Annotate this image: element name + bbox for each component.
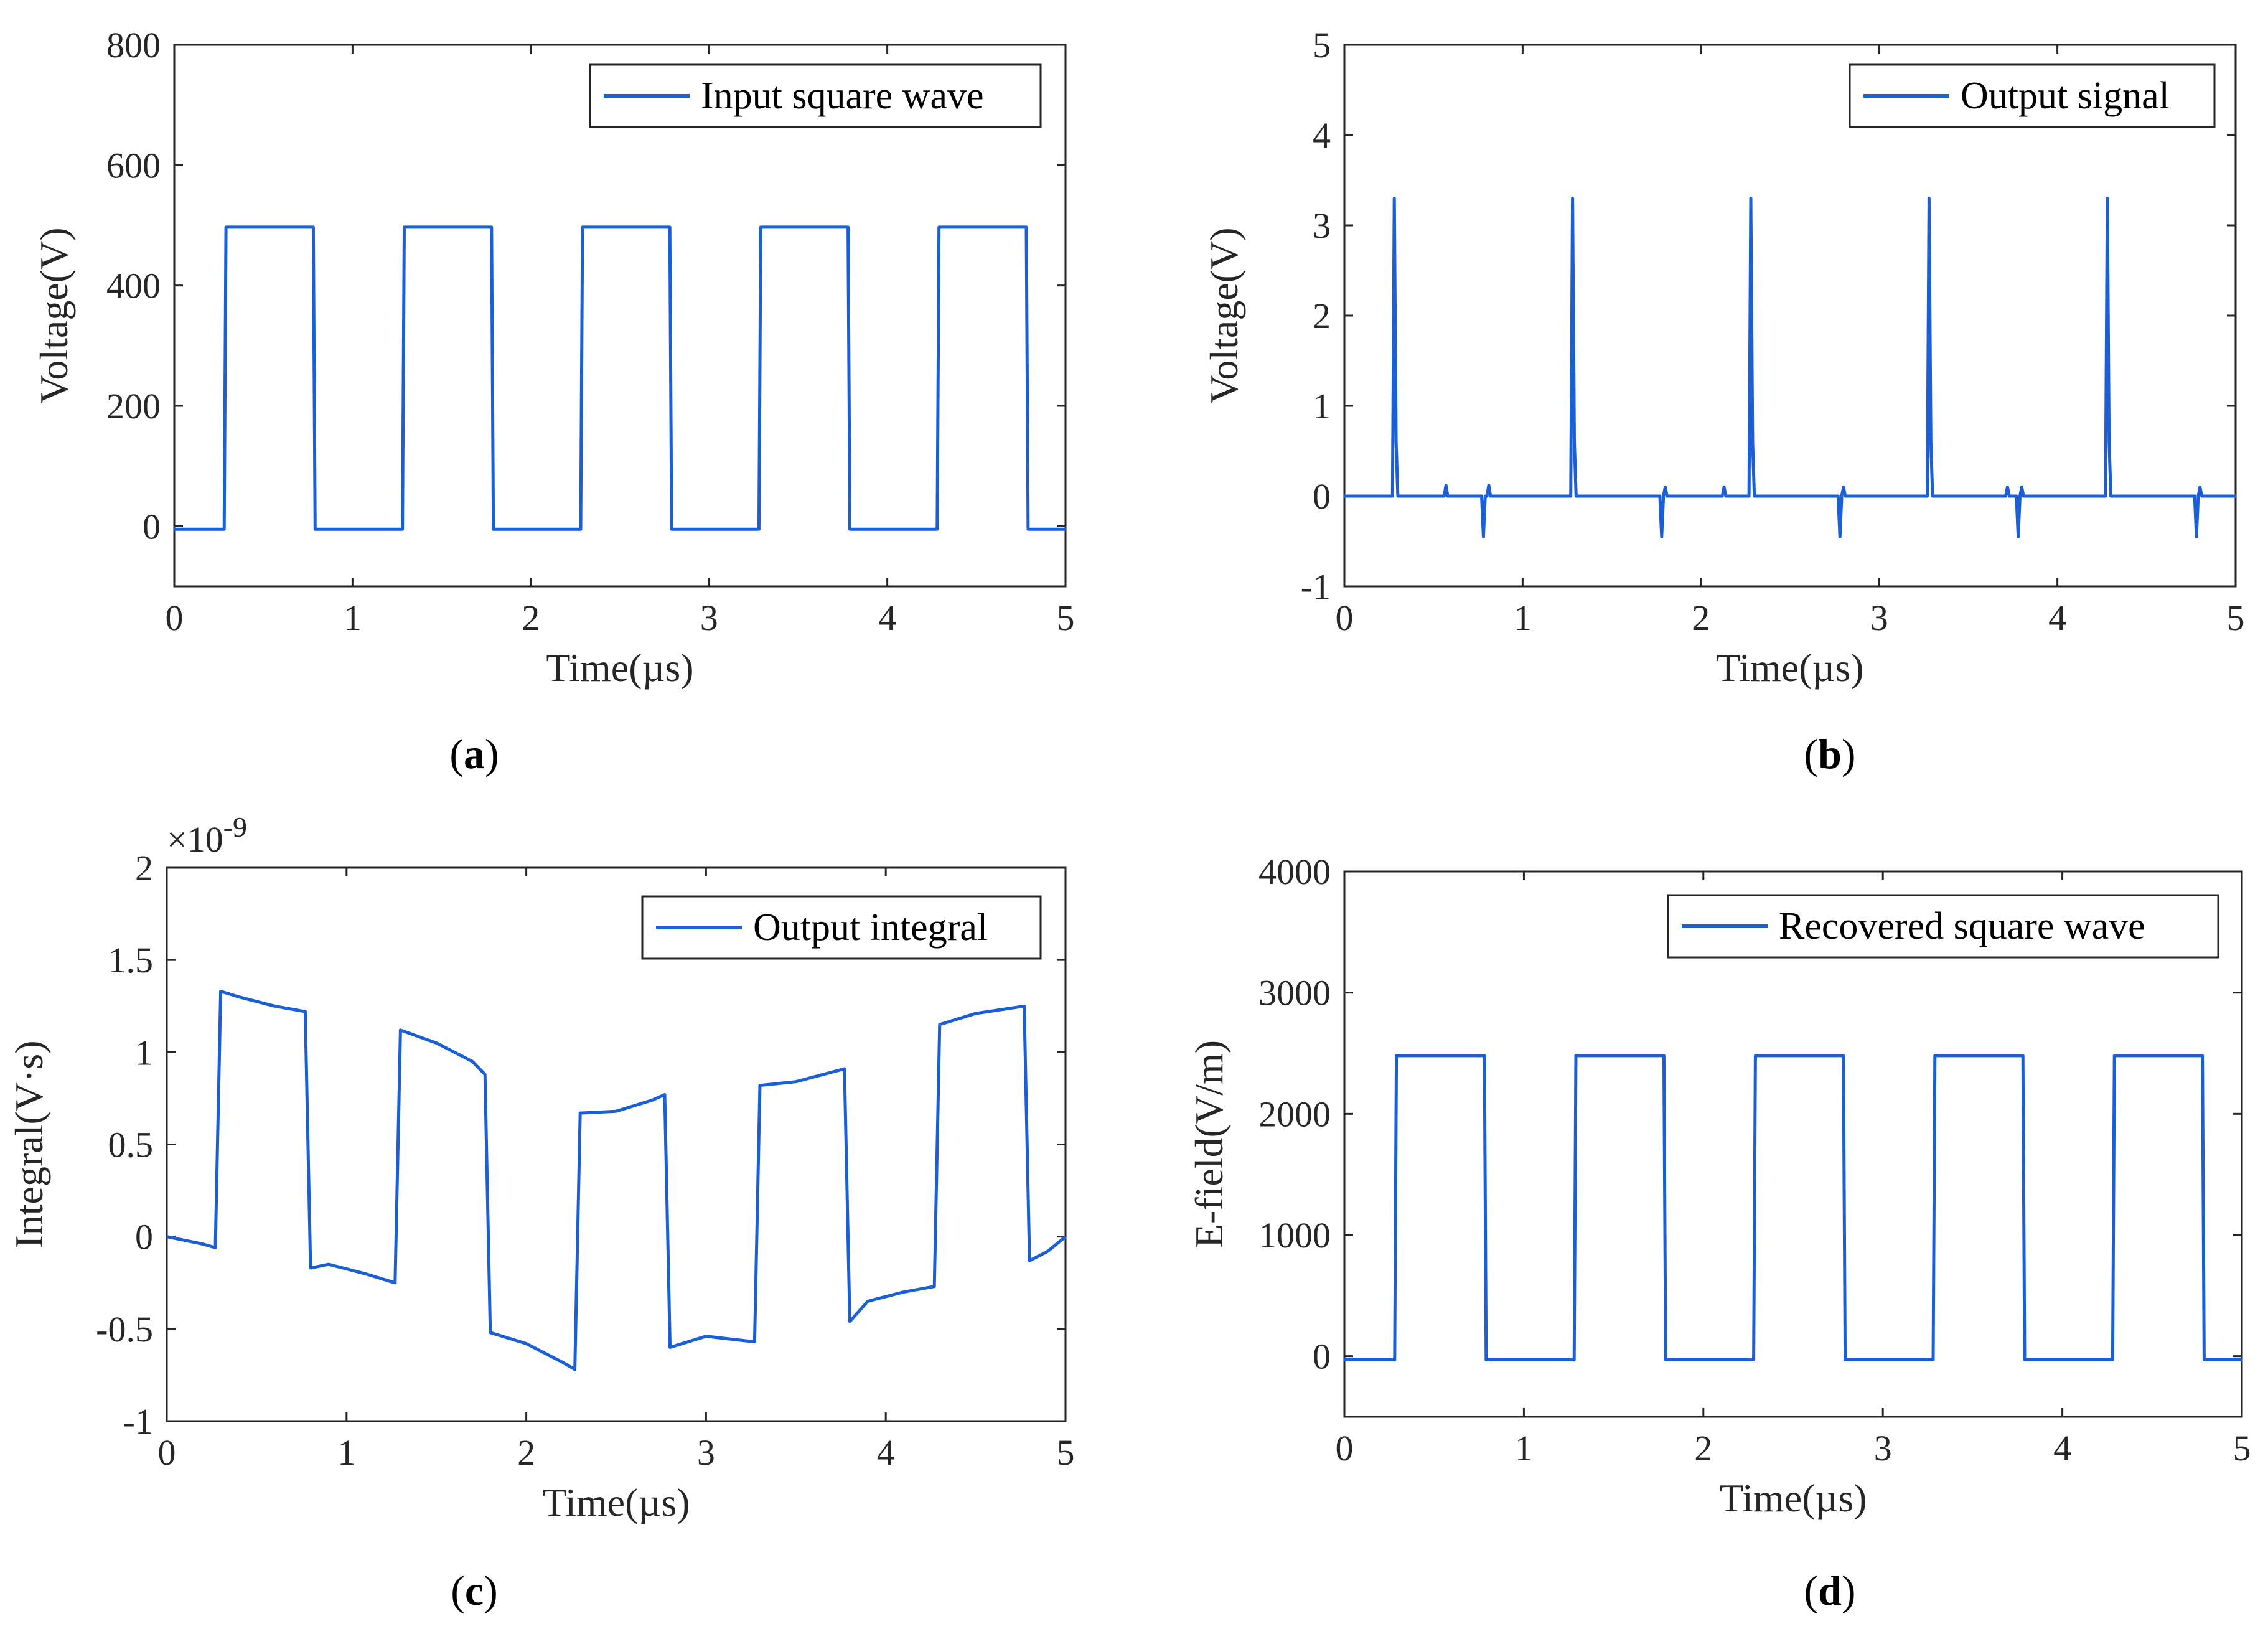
legend: Input square wave	[589, 63, 1042, 128]
x-axis-label: Time(µs)	[542, 1480, 690, 1524]
x-tick-label: 4	[877, 1432, 895, 1473]
y-axis-label: E-field(V/m)	[1187, 1040, 1231, 1248]
y-tick-label: 5	[1313, 25, 1331, 65]
y-tick-label: 2	[1313, 296, 1331, 336]
y-tick-label: 1000	[1258, 1215, 1331, 1256]
chart-panel-c: 0 1 2 3 4 5 -1 -0.5 0 0.5 1 1.5 2 ×10-9 Time(µs) Integr…	[7, 811, 1075, 1524]
y-tick-label: 0	[1313, 1336, 1331, 1377]
caption-letter: a	[464, 730, 485, 777]
y-tick-label: 1.5	[108, 940, 154, 980]
x-tick-label: 1	[1514, 598, 1532, 638]
y-tick-label: 400	[106, 266, 161, 306]
series-line	[1344, 1054, 2242, 1361]
legend-label: Output integral	[753, 906, 988, 949]
chart-panel-d: 0 1 2 3 4 5 0 1000 2000 3000 4000 Time(µs) E-field(V…	[1187, 852, 2251, 1520]
caption-letter: b	[1818, 730, 1842, 777]
panel-caption: (b)	[1804, 730, 1855, 777]
y-tick-label: 3	[1313, 205, 1331, 246]
x-tick-label: 5	[1057, 1432, 1075, 1473]
y-tick-label: 4000	[1258, 852, 1331, 892]
x-tick-label: 1	[344, 598, 362, 638]
y-axis-label: Integral(V·s)	[7, 1040, 51, 1248]
panel-caption: (a)	[449, 730, 499, 777]
y-tick-label: -1	[123, 1401, 153, 1442]
y-tick-label: 4	[1313, 115, 1331, 156]
legend: Output integral	[641, 895, 1042, 960]
caption-letter: d	[1818, 1567, 1842, 1614]
x-tick-label: 0	[1336, 1428, 1354, 1468]
y-tick-label: -1	[1301, 566, 1331, 607]
x-axis-label: Time(µs)	[1716, 646, 1863, 690]
x-tick-label: 2	[522, 598, 540, 638]
y-tick-label: 2	[135, 848, 153, 888]
y-axis-label: Voltage(V)	[1202, 227, 1246, 403]
legend: Output signal	[1849, 63, 2216, 128]
x-tick-label: 0	[158, 1432, 176, 1473]
x-tick-label: 3	[697, 1432, 715, 1473]
y-tick-label: 600	[106, 145, 161, 186]
x-tick-label: 4	[2053, 1428, 2071, 1468]
x-axis-label: Time(µs)	[1719, 1476, 1867, 1520]
panel-caption: (d)	[1804, 1567, 1855, 1614]
y-exponent-label: ×10-9	[167, 811, 247, 860]
x-tick-label: 0	[166, 598, 184, 638]
x-tick-label: 3	[1874, 1428, 1892, 1468]
y-axis-label: Voltage(V)	[32, 227, 76, 403]
legend-label: Recovered square wave	[1779, 905, 2145, 947]
y-tick-label: 200	[106, 386, 161, 426]
x-tick-label: 1	[1515, 1428, 1533, 1468]
plot-frame	[173, 44, 1067, 588]
x-tick-label: 2	[1692, 598, 1710, 638]
x-tick-label: 3	[1870, 598, 1888, 638]
x-tick-label: 3	[700, 598, 718, 638]
x-axis-label: Time(µs)	[546, 646, 693, 690]
caption-paren: )	[485, 730, 499, 777]
y-tick-label: 0.5	[108, 1125, 154, 1165]
chart-panel-a: 0 1 2 3 4 5 0 200 400 600 800 Time(µs) Voltage(V) Inp…	[32, 25, 1075, 690]
caption-paren: (	[1804, 1567, 1818, 1614]
y-exponent-power: -9	[223, 811, 247, 843]
plot-frame	[1343, 870, 2243, 1418]
legend-label: Output signal	[1961, 75, 2170, 117]
x-tick-label: 4	[878, 598, 896, 638]
y-tick-label: 800	[106, 25, 161, 65]
y-tick-label: 0	[135, 1217, 153, 1257]
series-line	[174, 225, 1066, 531]
x-tick-label: 5	[2233, 1428, 2251, 1468]
series-line	[1344, 197, 2236, 538]
caption-letter: c	[465, 1567, 484, 1614]
x-tick-label: 2	[1694, 1428, 1712, 1468]
x-tick-label: 5	[2227, 598, 2245, 638]
caption-paren: (	[449, 730, 464, 777]
y-tick-label: 0	[143, 506, 161, 547]
y-tick-label: 1	[135, 1032, 153, 1073]
caption-paren: (	[451, 1567, 465, 1614]
x-tick-label: 4	[2048, 598, 2066, 638]
y-tick-label: 3000	[1258, 973, 1331, 1013]
x-tick-label: 5	[1057, 598, 1075, 638]
series-line	[166, 990, 1067, 1371]
caption-paren: )	[1842, 730, 1856, 777]
caption-paren: (	[1804, 730, 1818, 777]
x-tick-label: 1	[337, 1432, 355, 1473]
x-tick-label: 2	[517, 1432, 535, 1473]
caption-paren: )	[1842, 1567, 1856, 1614]
panel-caption: (c)	[451, 1567, 498, 1614]
y-tick-label: 1	[1313, 386, 1331, 426]
legend-label: Input square wave	[701, 75, 984, 117]
x-tick-label: 0	[1336, 598, 1354, 638]
y-tick-label: -0.5	[96, 1309, 153, 1350]
y-tick-label: 2000	[1258, 1094, 1331, 1134]
legend: Recovered square wave	[1667, 894, 2219, 959]
caption-paren: )	[484, 1567, 498, 1614]
y-tick-label: 0	[1313, 476, 1331, 517]
